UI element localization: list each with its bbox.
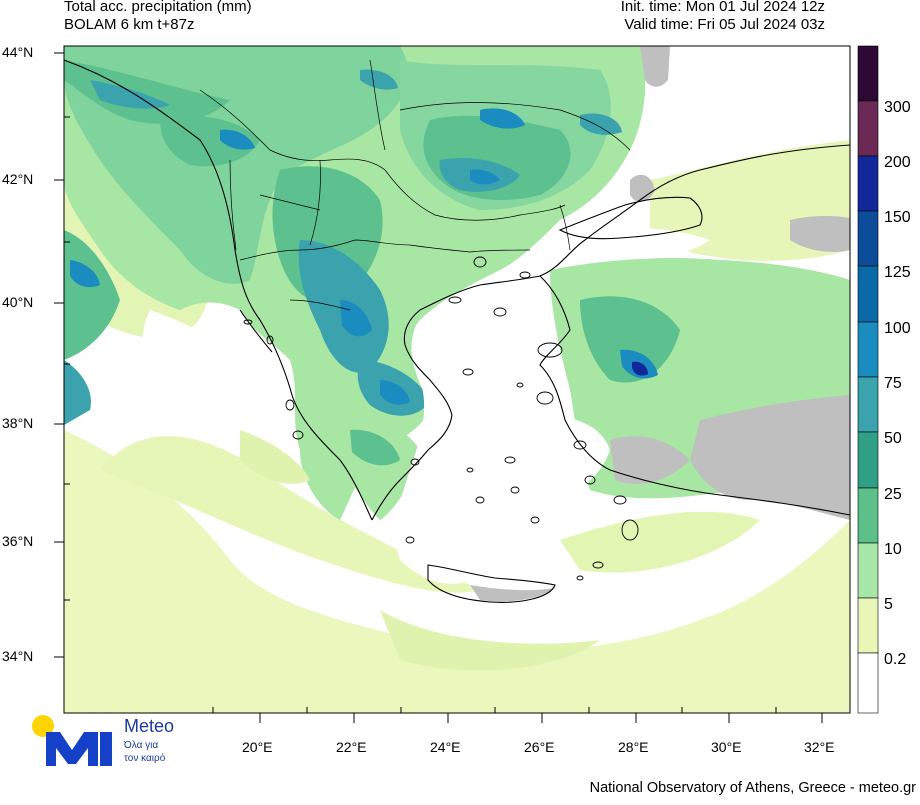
lat-label-40: 40°N (2, 294, 34, 310)
cbar-label-0-2: 0.2 (884, 651, 907, 668)
coastlines (64, 59, 850, 603)
map-field (64, 46, 850, 713)
map-frame (63, 45, 851, 714)
lon-ticks (212, 707, 823, 723)
lon-label-30: 30°E (711, 739, 742, 755)
islands (243, 256, 639, 581)
lon-label-22: 22°E (336, 739, 367, 755)
valid-time: Valid time: Fri 05 Jul 2024 03z (624, 16, 825, 33)
logo-tagline-2: τον καιρό (124, 753, 166, 764)
cbar-label-5: 5 (884, 596, 893, 613)
lat-label-42: 42°N (2, 171, 34, 187)
lat-label-44: 44°N (2, 44, 34, 60)
lon-label-20: 20°E (242, 739, 273, 755)
lon-label-32: 32°E (804, 739, 835, 755)
lon-label-26: 26°E (524, 739, 555, 755)
cbar-label-125: 125 (884, 264, 911, 281)
lon-label-24: 24°E (430, 739, 461, 755)
cbar-label-50: 50 (884, 430, 902, 447)
title-line-1: Total acc. precipitation (mm) (64, 0, 252, 15)
country-borders (199, 59, 631, 311)
colorbar (857, 45, 879, 714)
cbar-label-10: 10 (884, 541, 902, 558)
title-line-2: BOLAM 6 km t+87z (64, 16, 195, 33)
lat-ticks (54, 52, 70, 658)
init-time: Init. time: Mon 01 Jul 2024 12z (620, 0, 825, 15)
meteo-logo[interactable]: Meteo Όλα για τον καιρό (30, 712, 220, 772)
logo-brand: Meteo (124, 716, 175, 736)
lat-label-36: 36°N (2, 533, 34, 549)
cbar-label-200: 200 (884, 154, 911, 171)
lat-label-34: 34°N (2, 648, 34, 664)
cbar-label-25: 25 (884, 486, 902, 503)
map-title: Total acc. precipitation (mm) BOLAM 6 km… (64, 0, 252, 34)
cbar-label-150: 150 (884, 209, 911, 226)
cbar-label-300: 300 (884, 99, 911, 116)
meteo-logo-mark (32, 715, 112, 766)
time-info: Init. time: Mon 01 Jul 2024 12z Valid ti… (621, 0, 825, 34)
cbar-label-75: 75 (884, 375, 902, 392)
footer-credit: National Observatory of Athens, Greece -… (589, 780, 916, 796)
lon-label-28: 28°E (618, 739, 649, 755)
cbar-label-100: 100 (884, 320, 911, 337)
logo-tagline-1: Όλα για (124, 740, 159, 751)
lat-label-38: 38°N (2, 415, 34, 431)
